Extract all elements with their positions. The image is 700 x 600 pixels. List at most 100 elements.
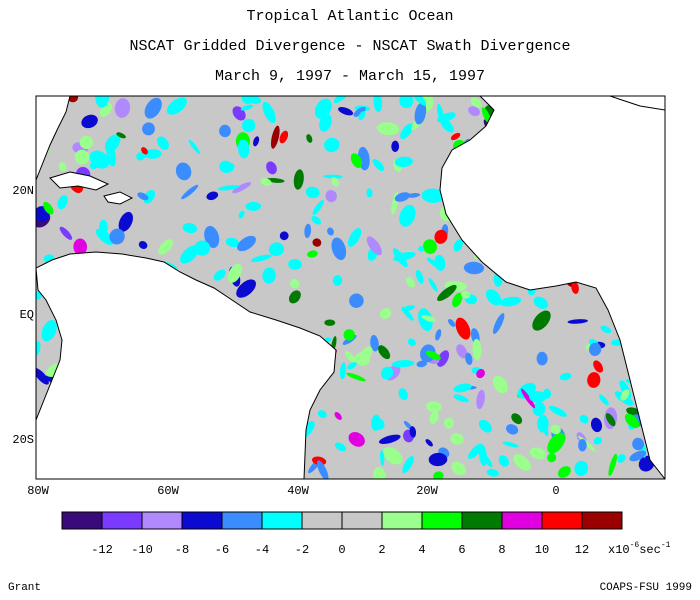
divergence-patch <box>587 372 601 388</box>
divergence-patch <box>41 319 57 342</box>
divergence-patch <box>425 439 433 447</box>
divergence-patch <box>437 284 457 302</box>
divergence-patch <box>447 318 456 327</box>
divergence-patch <box>319 113 332 132</box>
divergence-patch <box>74 149 90 165</box>
divergence-patch <box>511 413 523 425</box>
divergence-patch <box>380 366 394 380</box>
divergence-patch <box>324 319 336 326</box>
legend-swatch <box>421 511 463 530</box>
divergence-patch <box>262 101 276 124</box>
divergence-patch <box>405 277 416 288</box>
divergence-patch <box>533 296 549 309</box>
divergence-patch <box>393 251 416 262</box>
divergence-patch <box>426 401 442 413</box>
land-south-america <box>36 251 337 479</box>
divergence-patch <box>142 122 155 136</box>
divergence-patch <box>245 201 262 211</box>
divergence-patch <box>416 360 428 368</box>
divergence-patch <box>89 150 110 169</box>
legend-swatch <box>61 511 103 530</box>
divergence-patch <box>391 140 400 152</box>
divergence-patch <box>141 147 148 155</box>
divergence-patch <box>433 471 444 479</box>
divergence-patch <box>574 460 589 477</box>
divergence-patch <box>136 152 146 161</box>
divergence-patch <box>434 254 446 271</box>
divergence-patch <box>347 362 357 370</box>
divergence-patch <box>378 345 391 360</box>
divergence-patch <box>338 107 354 116</box>
divergence-patch <box>378 434 401 445</box>
divergence-patch <box>250 254 272 262</box>
legend-label: -6 <box>215 543 229 557</box>
divergence-patch <box>81 114 98 129</box>
legend-swatch <box>141 511 183 530</box>
divergence-patch <box>240 104 254 111</box>
divergence-patch <box>421 188 445 203</box>
divergence-patch <box>571 281 579 294</box>
divergence-patch <box>373 96 383 112</box>
divergence-patch <box>593 360 604 373</box>
divergence-patch <box>333 96 350 104</box>
legend-label: 10 <box>535 543 549 557</box>
divergence-patch <box>421 315 436 322</box>
divergence-patch <box>350 153 362 168</box>
divergence-patch <box>109 228 125 245</box>
legend-swatch <box>261 511 303 530</box>
divergence-patch <box>237 139 250 159</box>
divergence-patch <box>227 263 242 283</box>
divergence-patch <box>498 455 509 467</box>
land-cuba <box>49 171 110 191</box>
divergence-patch <box>317 460 329 479</box>
divergence-patch <box>399 96 414 108</box>
divergence-patch <box>499 296 522 307</box>
land-hispaniola <box>103 191 134 205</box>
divergence-patch <box>472 338 482 361</box>
divergence-patch <box>182 222 198 234</box>
author-credit: Grant <box>8 582 42 594</box>
org-credit: COAPS-FSU 1999 <box>599 582 692 594</box>
divergence-patch <box>549 405 567 417</box>
divergence-patch <box>67 96 79 103</box>
lon-tick-label: 40W <box>287 484 309 498</box>
divergence-patch <box>450 433 464 445</box>
divergence-patch <box>450 132 461 141</box>
divergence-patch <box>402 456 414 474</box>
divergence-patch <box>114 98 131 118</box>
divergence-patch <box>465 352 473 366</box>
divergence-patch <box>348 432 365 447</box>
map-subtitle: NSCAT Gridded Divergence - NSCAT Swath D… <box>129 38 571 55</box>
divergence-patch <box>400 123 414 140</box>
divergence-patch <box>194 240 211 256</box>
map-frame <box>35 95 666 480</box>
divergence-patch <box>99 219 108 234</box>
legend-swatch <box>301 511 343 530</box>
legend-swatch <box>581 511 623 530</box>
divergence-patch <box>547 453 557 463</box>
lat-tick-label: EQ <box>20 308 34 322</box>
divergence-patch <box>266 161 277 175</box>
divergence-patch <box>478 419 492 433</box>
divergence-patch <box>79 135 94 150</box>
divergence-patch <box>506 424 519 435</box>
divergence-patch <box>492 375 508 394</box>
divergence-patch <box>366 188 373 198</box>
divergence-patch <box>394 192 411 202</box>
legend-label: -10 <box>131 543 153 557</box>
legend-label: -2 <box>295 543 309 557</box>
divergence-patch <box>453 239 463 252</box>
divergence-patch <box>180 245 199 264</box>
divergence-patch <box>36 367 49 385</box>
map-title: Tropical Atlantic Ocean <box>246 8 454 25</box>
lat-tick-label: 20N <box>12 184 34 198</box>
divergence-patch <box>588 342 602 356</box>
lat-tick-label: 20S <box>12 433 34 447</box>
divergence-patch <box>400 305 416 312</box>
divergence-patch <box>599 394 609 406</box>
divergence-patch <box>289 278 300 289</box>
divergence-patch <box>332 275 343 286</box>
divergence-patch <box>175 162 192 181</box>
divergence-patch <box>486 468 499 477</box>
legend-label: 12 <box>575 543 589 557</box>
